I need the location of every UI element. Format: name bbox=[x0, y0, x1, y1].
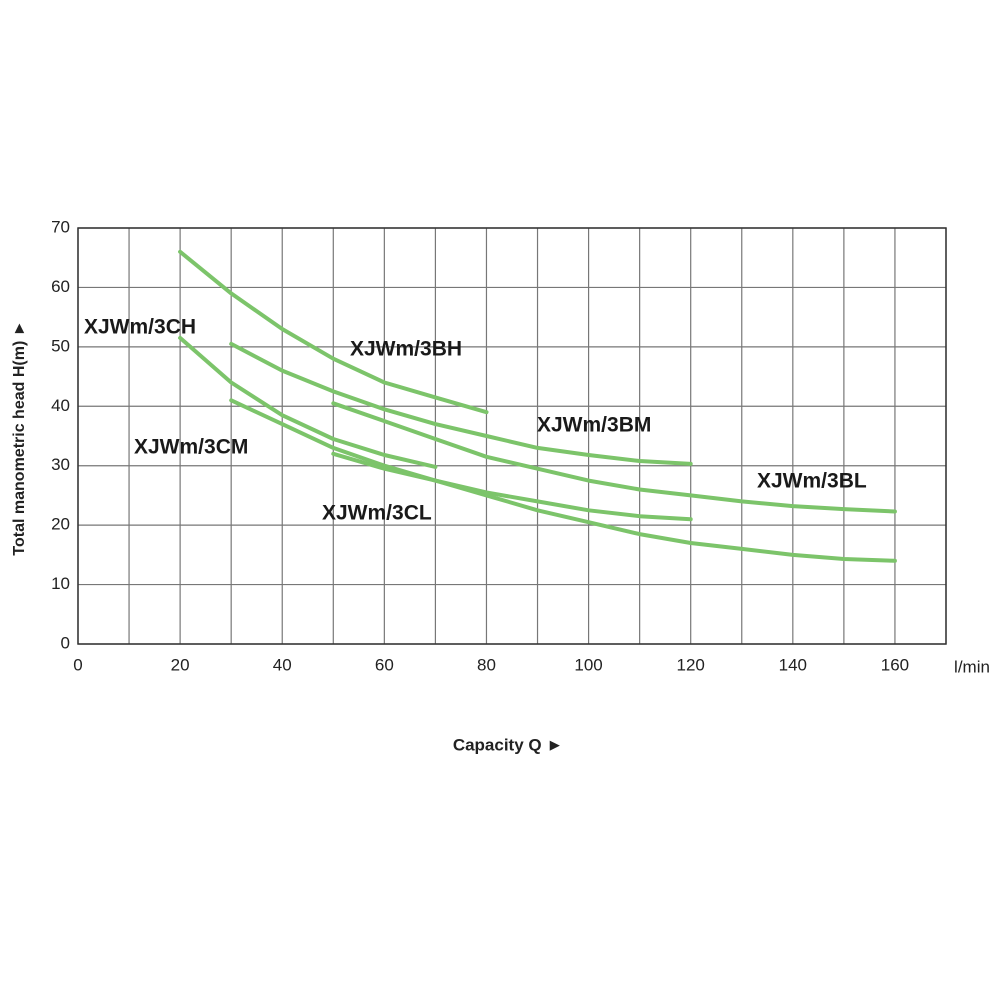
series-label: XJWm/3CM bbox=[134, 436, 248, 459]
x-tick-label: 60 bbox=[375, 655, 394, 674]
y-tick-label: 0 bbox=[61, 633, 70, 652]
x-axis-title: Capacity Q ► bbox=[453, 735, 563, 754]
x-tick-label: 160 bbox=[881, 655, 909, 674]
curve bbox=[178, 335, 438, 469]
series-label: XJWm/3CL bbox=[322, 502, 432, 525]
plot-frame bbox=[77, 227, 947, 645]
x-tick-label: 100 bbox=[574, 655, 602, 674]
series-label: XJWm/3BM bbox=[537, 414, 651, 437]
x-unit: l/min bbox=[954, 657, 990, 676]
x-tick-label: 40 bbox=[273, 655, 292, 674]
y-tick-label: 70 bbox=[51, 217, 70, 236]
series-label: XJWm/3BH bbox=[350, 338, 462, 361]
x-tick-label: 120 bbox=[677, 655, 705, 674]
y-tick-label: 10 bbox=[51, 574, 70, 593]
y-axis-title: Total manometric head H(m) ► bbox=[11, 320, 28, 555]
x-tick-label: 20 bbox=[171, 655, 190, 674]
curve bbox=[331, 451, 897, 563]
curve bbox=[178, 249, 489, 415]
x-tick-label: 0 bbox=[73, 655, 82, 674]
y-tick-label: 30 bbox=[51, 455, 70, 474]
curve bbox=[229, 341, 693, 466]
curve bbox=[331, 401, 897, 514]
x-tick-label: 80 bbox=[477, 655, 496, 674]
y-tick-label: 40 bbox=[51, 396, 70, 415]
y-tick-label: 50 bbox=[51, 336, 70, 355]
x-tick-label: 140 bbox=[779, 655, 807, 674]
series-label: XJWm/3BL bbox=[757, 470, 867, 493]
series-label: XJWm/3CH bbox=[84, 316, 196, 339]
y-tick-label: 20 bbox=[51, 515, 70, 534]
y-tick-label: 60 bbox=[51, 277, 70, 296]
